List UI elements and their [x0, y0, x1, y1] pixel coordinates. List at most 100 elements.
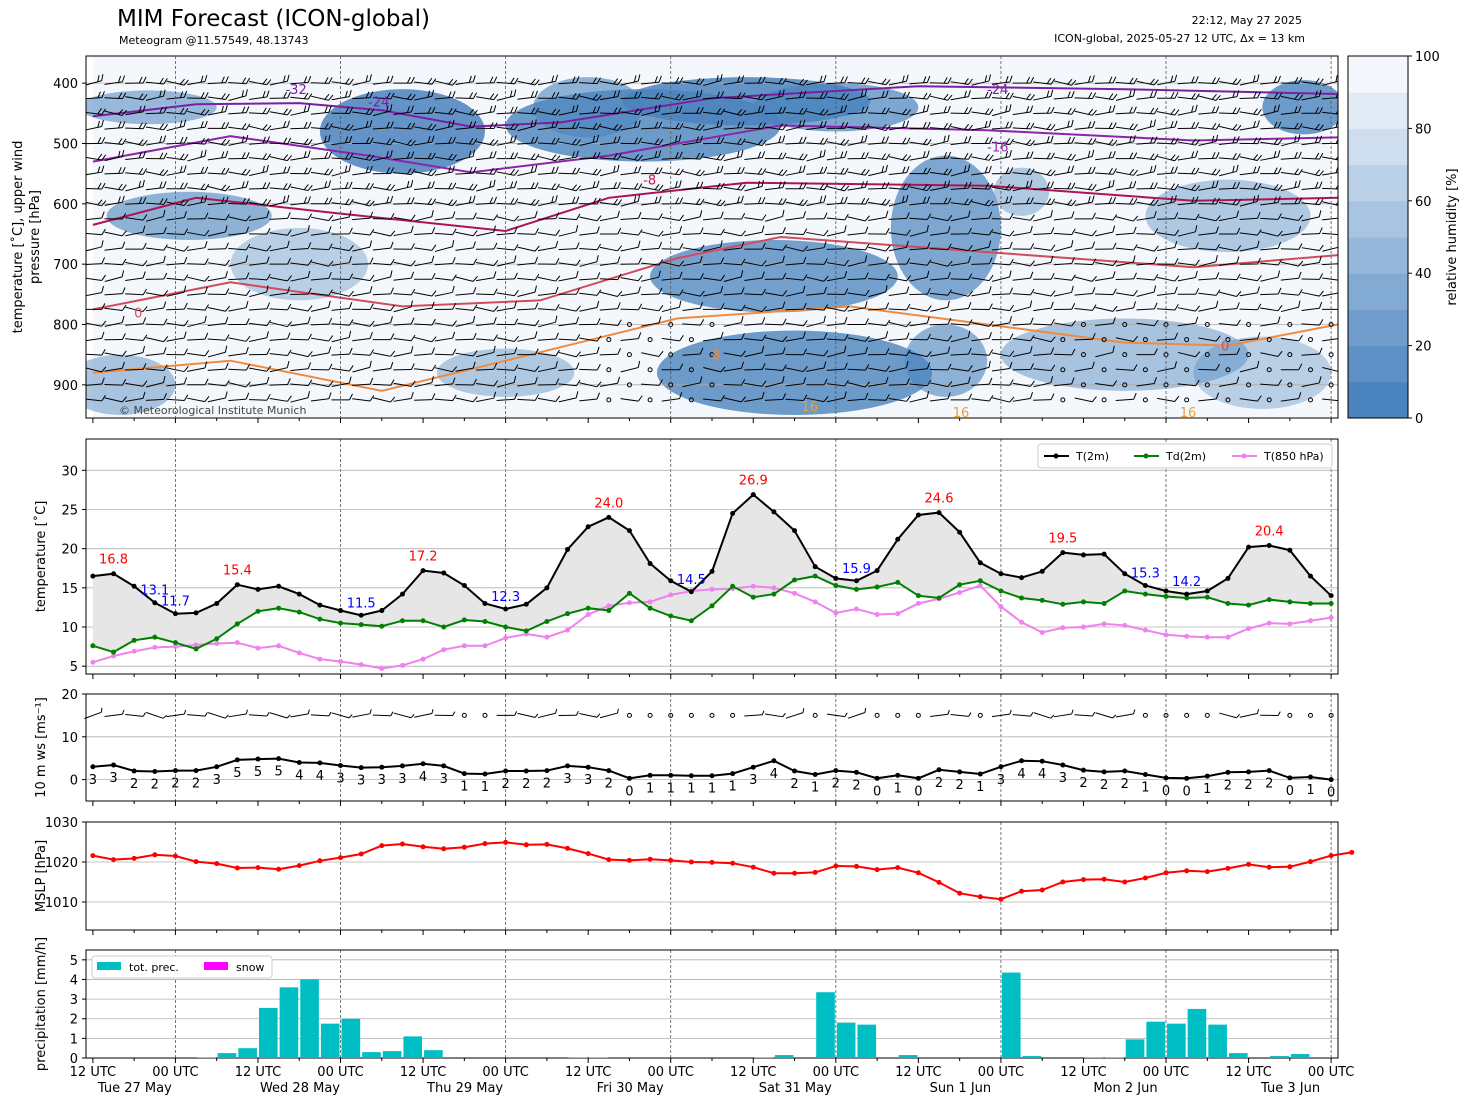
wind-barb — [434, 119, 455, 131]
wind-barb — [517, 198, 540, 206]
wind-barb — [434, 711, 456, 717]
wind-barb — [311, 134, 331, 147]
wind-barb — [785, 78, 808, 86]
speed-label: 0 — [1286, 784, 1294, 799]
calm-wind-marker — [1060, 397, 1066, 403]
wind-barb — [971, 320, 994, 327]
wind-barb — [86, 211, 105, 221]
wind-barb — [125, 345, 146, 358]
speed-label: 2 — [1121, 777, 1129, 792]
wind-barb — [785, 136, 807, 145]
wind-barb — [372, 195, 394, 206]
y-tick-label: 700 — [53, 258, 78, 273]
x-tick-label: 00 UTC — [647, 1065, 693, 1080]
wind-barb — [475, 242, 498, 250]
wind-barb — [702, 228, 725, 236]
wind-barb — [538, 154, 561, 162]
speed-label: 2 — [605, 777, 613, 792]
wind-barb — [1095, 105, 1116, 116]
isotherm-label: -8 — [643, 174, 656, 189]
series-point — [1060, 762, 1066, 768]
wind-barb — [1280, 363, 1303, 371]
calm-wind-marker — [1246, 352, 1252, 358]
wind-barb — [1012, 334, 1035, 342]
wind-barb — [290, 150, 311, 161]
wind-barb — [269, 120, 290, 131]
wind-barb — [187, 241, 208, 252]
wind-barb — [455, 378, 477, 386]
wind-barb — [806, 183, 829, 191]
speed-label: 2 — [171, 777, 179, 792]
wind-barb — [86, 285, 105, 297]
wind-barb — [393, 260, 416, 267]
wind-barb — [847, 215, 870, 222]
speed-label: 5 — [254, 765, 262, 780]
wind-barb — [847, 272, 869, 281]
wind-barb — [228, 335, 251, 342]
wind-barb — [764, 181, 786, 191]
wind-barb — [620, 166, 642, 176]
wind-barb — [723, 258, 746, 266]
wind-barb — [187, 229, 210, 237]
wind-barb — [1177, 184, 1201, 192]
wind-barb — [1260, 167, 1282, 175]
wind-barb — [991, 241, 1013, 251]
calm-wind-marker — [482, 712, 488, 718]
series-point — [317, 602, 323, 608]
wind-barb — [558, 710, 579, 717]
extremum-label: 24.6 — [925, 492, 954, 507]
wind-barb — [1033, 181, 1054, 191]
wind-barb — [661, 392, 683, 402]
series-point — [647, 772, 653, 778]
wind-barb — [723, 166, 745, 175]
series-point — [1184, 775, 1190, 781]
calm-wind-marker — [1184, 397, 1190, 403]
wind-barb — [723, 183, 746, 191]
series-point — [585, 851, 591, 857]
wind-barb — [537, 303, 560, 311]
wind-barb — [620, 183, 643, 190]
wind-barb — [352, 240, 373, 252]
wind-barb — [579, 392, 600, 402]
wind-barb — [826, 391, 847, 403]
series-point — [193, 610, 199, 616]
wind-barb — [1322, 263, 1338, 266]
wind-barb — [249, 124, 272, 132]
wind-barb — [1280, 214, 1304, 221]
wind-barb — [290, 379, 313, 387]
series-point — [503, 839, 509, 845]
wind-barb — [517, 228, 539, 235]
series-point — [853, 606, 859, 612]
wind-barb — [950, 290, 974, 297]
series-point — [585, 605, 591, 611]
wind-barb — [1136, 302, 1158, 311]
wind-barb — [517, 182, 539, 190]
wind-barb — [764, 347, 786, 357]
wind-barb — [888, 240, 909, 252]
wind-barb — [207, 184, 231, 192]
wind-barb — [1095, 122, 1117, 130]
wind-barb — [496, 347, 518, 357]
wind-barb — [1219, 291, 1242, 297]
wind-barb — [971, 91, 993, 100]
wind-barb — [104, 166, 126, 175]
wind-barb — [372, 150, 393, 161]
wind-barb — [558, 138, 581, 146]
speed-label: 3 — [213, 773, 221, 788]
wind-barb — [806, 332, 828, 341]
wind-barb — [826, 288, 849, 295]
wind-barb — [249, 245, 272, 252]
wind-barb — [703, 74, 723, 86]
wind-barb — [991, 379, 1014, 386]
series-point — [503, 624, 509, 630]
wind-barb — [537, 108, 561, 116]
wind-barb — [269, 74, 290, 86]
wind-barb — [207, 712, 229, 719]
wind-barb — [1260, 305, 1283, 312]
wind-barb — [661, 363, 684, 371]
wind-barb — [558, 270, 579, 282]
speed-label: 4 — [419, 770, 427, 785]
wind-barb — [187, 92, 209, 99]
wind-barb — [125, 306, 148, 313]
wind-barb — [1301, 244, 1324, 252]
